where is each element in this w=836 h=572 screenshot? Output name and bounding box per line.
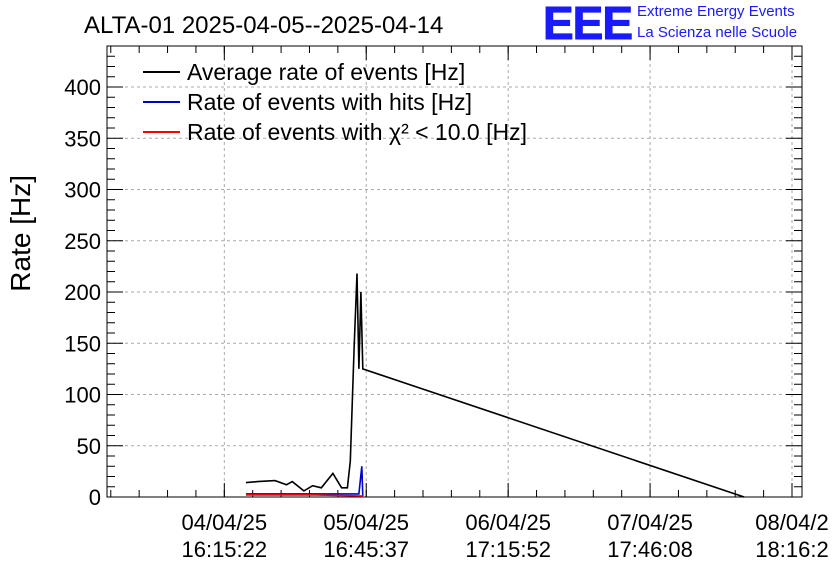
chart-title: ALTA-01 2025-04-05--2025-04-14 bbox=[84, 12, 443, 39]
series-line-0 bbox=[245, 273, 745, 498]
x-tick-label-time: 17:46:08 bbox=[607, 537, 693, 562]
y-tick-label: 100 bbox=[64, 383, 101, 408]
series-line-1 bbox=[246, 466, 364, 497]
y-tick-label: 250 bbox=[64, 229, 101, 254]
y-tick-label: 150 bbox=[64, 331, 101, 356]
x-tick-label-time: 16:15:22 bbox=[181, 537, 267, 562]
series-lines bbox=[245, 273, 745, 498]
legend-label-1: Rate of events with hits [Hz] bbox=[187, 89, 472, 115]
grid bbox=[107, 46, 802, 497]
x-tick-label-date: 05/04/25 bbox=[323, 510, 409, 535]
x-tick-label-date: 08/04/2 bbox=[755, 510, 828, 535]
legend-label-0: Average rate of events [Hz] bbox=[187, 59, 465, 85]
x-tick-label-time: 18:16:2 bbox=[755, 537, 828, 562]
legend: Average rate of events [Hz] Rate of event… bbox=[143, 59, 527, 145]
y-tick-label: 0 bbox=[89, 485, 101, 510]
x-tick-label-time: 17:15:52 bbox=[465, 537, 551, 562]
y-tick-label: 300 bbox=[64, 178, 101, 203]
y-tick-label: 350 bbox=[64, 126, 101, 151]
x-tick-label-date: 06/04/25 bbox=[465, 510, 551, 535]
eee-logo: EEE bbox=[542, 0, 633, 50]
series-line-2 bbox=[246, 494, 363, 497]
logo-line-2: La Scienza nelle Scuole bbox=[637, 24, 798, 41]
x-tick-label-date: 07/04/25 bbox=[607, 510, 693, 535]
x-tick-label-date: 04/04/25 bbox=[181, 510, 267, 535]
logo-line-1: Extreme Energy Events bbox=[637, 3, 795, 20]
y-tick-label: 400 bbox=[64, 75, 101, 100]
y-axis-label: Rate [Hz] bbox=[5, 175, 36, 292]
y-tick-label: 200 bbox=[64, 280, 101, 305]
x-tick-label-time: 16:45:37 bbox=[323, 537, 409, 562]
y-tick-label: 50 bbox=[77, 434, 101, 459]
legend-label-2: Rate of events with χ² < 10.0 [Hz] bbox=[187, 119, 527, 145]
y-tick-labels: 0 50 100 150 200 250 300 350 400 bbox=[64, 75, 101, 510]
